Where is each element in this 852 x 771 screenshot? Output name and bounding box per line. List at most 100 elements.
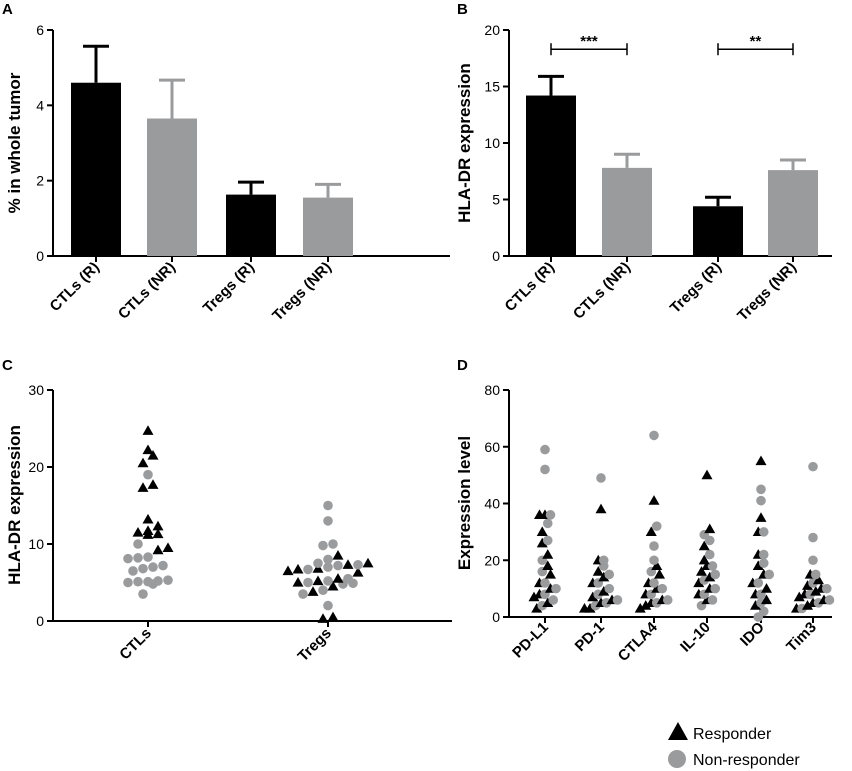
responder-point — [312, 575, 324, 586]
nonresponder-point — [756, 484, 766, 495]
responder-point — [282, 565, 294, 576]
panel-label-d: D — [457, 357, 468, 374]
panel-b: B 0 5 10 15 20 HLA-DR expression CTLs (R) CTLs … — [455, 1, 832, 324]
responder-point — [704, 571, 716, 582]
legend-nonresponder-label: Non-responder — [693, 752, 800, 769]
nonresponder-point — [123, 553, 133, 564]
responder-point — [327, 611, 339, 622]
responder-point — [342, 559, 354, 569]
x-category-label: IL-10 — [677, 619, 714, 656]
x-category-label: CTLA4 — [615, 618, 662, 665]
y-tick-label: 80 — [484, 382, 500, 398]
nonresponder-point — [540, 444, 550, 455]
nonresponder-point — [808, 532, 818, 543]
responder-point — [752, 560, 764, 571]
responder-point — [332, 573, 344, 583]
responder-point — [645, 526, 657, 536]
x-category-label: Tregs — [295, 625, 335, 665]
responder-point — [651, 560, 663, 571]
responder-point — [542, 560, 554, 571]
legend-responder-label: Responder — [693, 726, 772, 743]
nonresponder-point — [649, 541, 659, 551]
nonresponder-point — [133, 553, 143, 563]
nonresponder-point — [318, 585, 328, 595]
responder-point — [142, 444, 154, 455]
panel-label-b: B — [457, 1, 468, 18]
responder-point — [132, 526, 144, 537]
bar — [71, 82, 121, 256]
responder-point — [142, 425, 154, 435]
nonresponder-point — [707, 595, 718, 605]
y-tick-label: 0 — [492, 609, 500, 625]
nonresponder-point — [810, 569, 821, 580]
x-category-label: Tregs (R) — [667, 259, 725, 317]
responder-point — [332, 550, 344, 560]
y-tick-label: 10 — [484, 135, 500, 151]
responder-point — [696, 566, 707, 576]
significance-label: ** — [750, 33, 762, 50]
x-category-label: Tregs (NR) — [269, 259, 335, 325]
nonresponder-point — [545, 510, 556, 520]
responder-point — [750, 600, 761, 610]
responder-point — [292, 563, 304, 574]
responder-point — [542, 549, 554, 559]
nonresponder-point — [158, 560, 168, 571]
responder-point — [761, 594, 772, 605]
nonresponder-point — [143, 469, 153, 480]
responder-point — [362, 557, 374, 568]
responder-point — [536, 526, 548, 536]
responder-point — [761, 583, 772, 593]
nonresponder-point — [651, 521, 662, 531]
responder-point — [307, 586, 319, 596]
responder-point — [536, 537, 548, 548]
responder-point — [698, 540, 710, 551]
responder-point — [292, 577, 304, 587]
nonresponder-point — [540, 578, 550, 588]
nonresponder-point — [542, 535, 553, 546]
nonresponder-point — [323, 576, 333, 586]
responder-point — [693, 577, 705, 588]
y-tick-label: 30 — [28, 382, 44, 398]
nonresponder-point — [808, 461, 818, 472]
panel-a: A 0 2 4 6 % in whole tumor CTLs (R) CTLs (NR) T… — [2, 1, 450, 324]
y-axis-title: % in whole tumor — [5, 72, 24, 213]
nonresponder-point — [138, 563, 148, 574]
responder-point — [810, 585, 822, 596]
nonresponder-point — [313, 558, 323, 569]
y-tick-label: 0 — [36, 613, 44, 629]
y-tick-label: 6 — [36, 22, 44, 38]
responder-point — [152, 528, 164, 539]
legend: Responder Non-responder — [668, 722, 800, 769]
nonresponder-point — [323, 516, 333, 526]
y-tick-label: 0 — [36, 248, 44, 264]
nonresponder-point — [758, 558, 769, 568]
responder-point — [598, 585, 610, 596]
nonresponder-point — [353, 559, 363, 570]
responder-point — [704, 523, 716, 534]
y-tick-label: 20 — [484, 552, 500, 568]
nonresponder-point — [133, 539, 143, 549]
nonresponder-point — [323, 554, 333, 565]
nonresponder-point — [824, 595, 835, 605]
responder-point — [545, 568, 556, 579]
nonresponder-point — [649, 430, 659, 441]
x-category-label: CTLs — [116, 625, 155, 664]
nonresponder-point — [542, 518, 553, 529]
nonresponder-point — [138, 589, 148, 599]
nonresponder-point — [764, 569, 775, 580]
nonresponder-point — [756, 495, 766, 506]
responder-point — [592, 566, 604, 576]
nonresponder-point — [323, 562, 333, 572]
responder-point — [813, 574, 824, 585]
bar — [303, 197, 353, 256]
nonresponder-point — [596, 473, 606, 483]
responder-point — [137, 482, 149, 492]
responder-point — [595, 503, 607, 514]
nonresponder-point — [303, 577, 313, 588]
y-tick-label: 20 — [28, 459, 44, 475]
responder-point — [701, 469, 713, 480]
responder-point — [640, 600, 652, 610]
y-axis-title: HLA-DR expression — [5, 425, 24, 585]
y-tick-label: 5 — [492, 192, 500, 208]
y-tick-label: 15 — [484, 79, 500, 95]
